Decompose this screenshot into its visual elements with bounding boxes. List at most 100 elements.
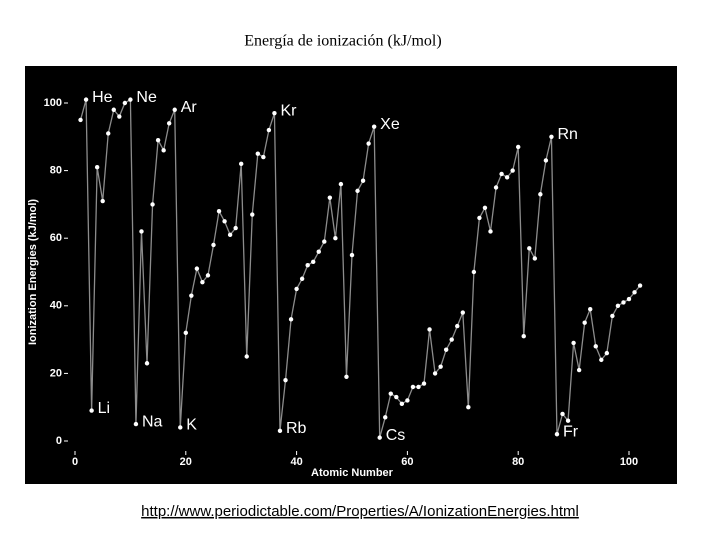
source-link[interactable]: http://www.periodictable.com/Properties/… (141, 503, 579, 520)
y-axis-label: Ionization Energies (kJ/mol) (27, 199, 39, 345)
data-point (516, 144, 521, 150)
data-point (189, 293, 194, 298)
data-point (383, 415, 388, 420)
x-tick-label: 40 (290, 456, 302, 468)
data-point (255, 151, 261, 156)
data-point (122, 100, 128, 106)
data-point (576, 367, 582, 373)
data-point (588, 306, 593, 312)
data-point (166, 121, 172, 126)
element-label: Ar (181, 99, 198, 116)
data-point (427, 327, 432, 332)
data-point (277, 428, 283, 434)
y-tick-label: 100 (44, 97, 62, 109)
data-point (521, 334, 526, 339)
data-point (205, 273, 211, 278)
data-point (144, 361, 150, 366)
data-point (128, 97, 133, 102)
data-point (471, 269, 477, 275)
data-point (543, 158, 549, 163)
data-point (117, 114, 122, 119)
data-point (250, 212, 255, 217)
data-point (593, 344, 598, 349)
data-point (504, 175, 510, 180)
data-point (632, 290, 637, 295)
data-point (410, 384, 416, 390)
data-point (155, 137, 161, 143)
data-point (227, 232, 233, 238)
x-tick-label: 80 (512, 456, 524, 468)
data-point (288, 317, 294, 322)
data-point (338, 181, 344, 187)
data-point (211, 242, 216, 248)
data-point (106, 131, 111, 136)
data-point (150, 202, 155, 207)
y-tick-label: 40 (50, 300, 62, 312)
element-label: Na (142, 413, 163, 430)
data-point (449, 337, 454, 342)
data-point (261, 154, 266, 160)
data-point (637, 283, 643, 288)
data-point (178, 425, 183, 430)
x-tick-label: 0 (72, 456, 78, 468)
y-tick-label: 60 (50, 232, 62, 244)
x-tick-label: 100 (620, 456, 638, 468)
data-point (377, 435, 382, 440)
data-point (344, 374, 349, 379)
data-point (371, 124, 377, 129)
data-point (172, 107, 177, 112)
data-point (100, 198, 105, 204)
data-point (200, 279, 205, 285)
data-point (599, 357, 604, 363)
data-point (460, 310, 465, 315)
data-point (272, 110, 277, 116)
data-point (416, 384, 421, 390)
y-tick-label: 0 (56, 435, 62, 447)
data-point (482, 205, 488, 210)
data-point (438, 364, 443, 369)
data-point (294, 286, 299, 292)
element-label: Rb (286, 420, 307, 437)
element-label: Kr (280, 102, 297, 119)
data-point (405, 398, 410, 403)
data-point (161, 148, 166, 153)
data-point (604, 350, 610, 356)
data-point (532, 256, 538, 261)
element-label: Rn (557, 126, 577, 143)
data-point (266, 127, 272, 133)
element-label: Fr (563, 423, 579, 440)
data-point (78, 117, 83, 123)
data-point (366, 141, 371, 146)
data-point (183, 330, 188, 336)
data-point (327, 195, 333, 200)
data-point (571, 340, 576, 346)
data-point (432, 371, 438, 376)
element-label: Xe (380, 116, 400, 133)
data-point (626, 296, 632, 302)
series-line (79, 98, 641, 438)
data-point (349, 252, 355, 258)
data-point (139, 229, 144, 234)
data-point (565, 418, 571, 423)
data-point (355, 188, 360, 194)
data-point (283, 377, 288, 383)
data-point (477, 215, 482, 221)
element-label: Li (98, 400, 110, 417)
data-point (333, 236, 338, 241)
data-point (239, 161, 244, 167)
data-point (466, 405, 471, 410)
data-point (311, 259, 316, 265)
y-tick-label: 80 (50, 165, 62, 177)
y-tick-label: 20 (50, 367, 62, 379)
x-axis-label: Atomic Number (311, 467, 394, 479)
x-tick-label: 20 (180, 456, 192, 468)
data-point (133, 421, 139, 427)
data-point (83, 97, 89, 102)
data-point (305, 263, 310, 268)
data-point (89, 408, 94, 413)
data-point (421, 381, 427, 386)
data-point (216, 208, 222, 214)
data-point (316, 249, 321, 254)
data-point (560, 411, 565, 417)
data-point (360, 178, 366, 183)
